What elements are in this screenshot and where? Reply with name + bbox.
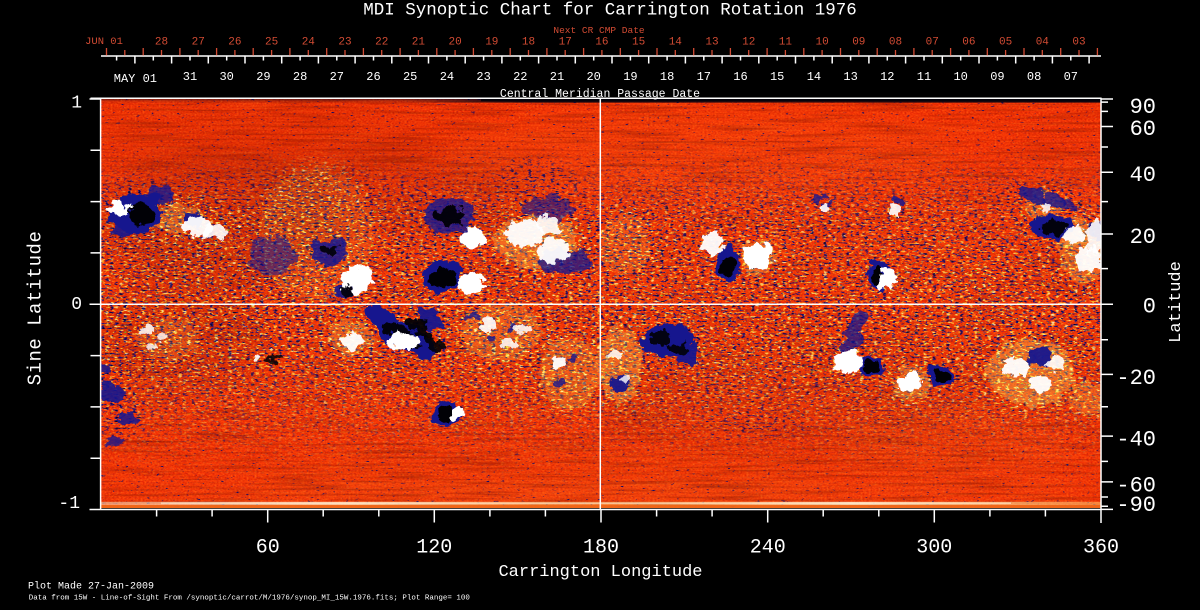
svg-text:14: 14	[807, 70, 821, 84]
svg-text:27: 27	[192, 37, 205, 49]
svg-text:07: 07	[926, 37, 939, 49]
svg-text:18: 18	[522, 37, 535, 49]
svg-text:-60: -60	[1116, 474, 1156, 499]
svg-text:24: 24	[440, 70, 454, 84]
svg-text:12: 12	[880, 70, 894, 84]
svg-text:08: 08	[1027, 70, 1041, 84]
svg-text:MDI Synoptic Chart for Carring: MDI Synoptic Chart for Carrington Rotati…	[363, 1, 857, 21]
svg-text:-90: -90	[1116, 493, 1156, 518]
svg-text:17: 17	[697, 70, 711, 84]
svg-text:-20: -20	[1116, 366, 1156, 391]
svg-text:30: 30	[219, 70, 233, 84]
svg-text:09: 09	[852, 37, 865, 49]
svg-text:22: 22	[513, 70, 527, 84]
svg-text:10: 10	[815, 37, 828, 49]
svg-text:18: 18	[660, 70, 674, 84]
svg-text:07: 07	[1064, 70, 1078, 84]
svg-text:19: 19	[485, 37, 498, 49]
svg-text:Latitude: Latitude	[1167, 261, 1186, 343]
svg-text:11: 11	[917, 70, 931, 84]
svg-text:-40: -40	[1116, 428, 1156, 453]
svg-text:60: 60	[256, 537, 280, 560]
svg-text:0: 0	[71, 295, 82, 315]
svg-text:Data from 15W - Line-of-Sight: Data from 15W - Line-of-Sight From /syno…	[29, 595, 471, 603]
svg-text:05: 05	[999, 37, 1012, 49]
svg-text:0: 0	[1143, 295, 1156, 320]
svg-text:15: 15	[770, 70, 784, 84]
svg-text:23: 23	[338, 37, 351, 49]
svg-text:25: 25	[403, 70, 417, 84]
svg-text:06: 06	[962, 37, 975, 49]
svg-text:180: 180	[583, 537, 619, 560]
svg-text:24: 24	[302, 37, 316, 49]
svg-text:22: 22	[375, 37, 388, 49]
svg-text:25: 25	[265, 37, 278, 49]
svg-text:16: 16	[595, 37, 608, 49]
svg-text:13: 13	[705, 37, 718, 49]
svg-text:04: 04	[1036, 37, 1050, 49]
svg-text:11: 11	[779, 37, 793, 49]
svg-text:28: 28	[293, 70, 307, 84]
svg-text:23: 23	[476, 70, 490, 84]
svg-text:12: 12	[742, 37, 755, 49]
svg-text:21: 21	[412, 37, 426, 49]
svg-text:10: 10	[953, 70, 967, 84]
svg-text:17: 17	[559, 37, 572, 49]
svg-text:MAY 01: MAY 01	[114, 72, 157, 86]
svg-text:14: 14	[669, 37, 683, 49]
svg-text:300: 300	[916, 537, 952, 560]
svg-text:03: 03	[1072, 37, 1085, 49]
svg-text:90: 90	[1130, 95, 1156, 120]
svg-text:Carrington Longitude: Carrington Longitude	[498, 563, 702, 582]
svg-text:20: 20	[1130, 225, 1156, 250]
svg-text:26: 26	[366, 70, 380, 84]
svg-text:15: 15	[632, 37, 645, 49]
svg-text:16: 16	[733, 70, 747, 84]
svg-text:360: 360	[1083, 537, 1119, 560]
svg-text:20: 20	[448, 37, 461, 49]
svg-text:JUN 01: JUN 01	[85, 36, 123, 48]
svg-text:240: 240	[750, 537, 786, 560]
svg-text:120: 120	[416, 537, 452, 560]
svg-text:13: 13	[843, 70, 857, 84]
svg-text:20: 20	[586, 70, 600, 84]
svg-text:Plot Made 27-Jan-2009: Plot Made 27-Jan-2009	[28, 581, 154, 593]
svg-text:-1: -1	[58, 494, 80, 514]
svg-text:60: 60	[1130, 117, 1156, 142]
svg-text:Sine Latitude: Sine Latitude	[25, 231, 47, 386]
svg-text:1: 1	[71, 94, 82, 114]
svg-text:21: 21	[550, 70, 564, 84]
svg-text:40: 40	[1130, 163, 1156, 188]
svg-text:08: 08	[889, 37, 902, 49]
svg-text:27: 27	[330, 70, 344, 84]
svg-text:Next CR CMP Date: Next CR CMP Date	[553, 25, 645, 36]
svg-text:28: 28	[155, 37, 168, 49]
svg-text:19: 19	[623, 70, 637, 84]
svg-text:31: 31	[183, 70, 197, 84]
svg-text:09: 09	[990, 70, 1004, 84]
svg-text:26: 26	[228, 37, 241, 49]
svg-text:Central Meridian Passage Date: Central Meridian Passage Date	[500, 88, 700, 101]
svg-text:29: 29	[256, 70, 270, 84]
